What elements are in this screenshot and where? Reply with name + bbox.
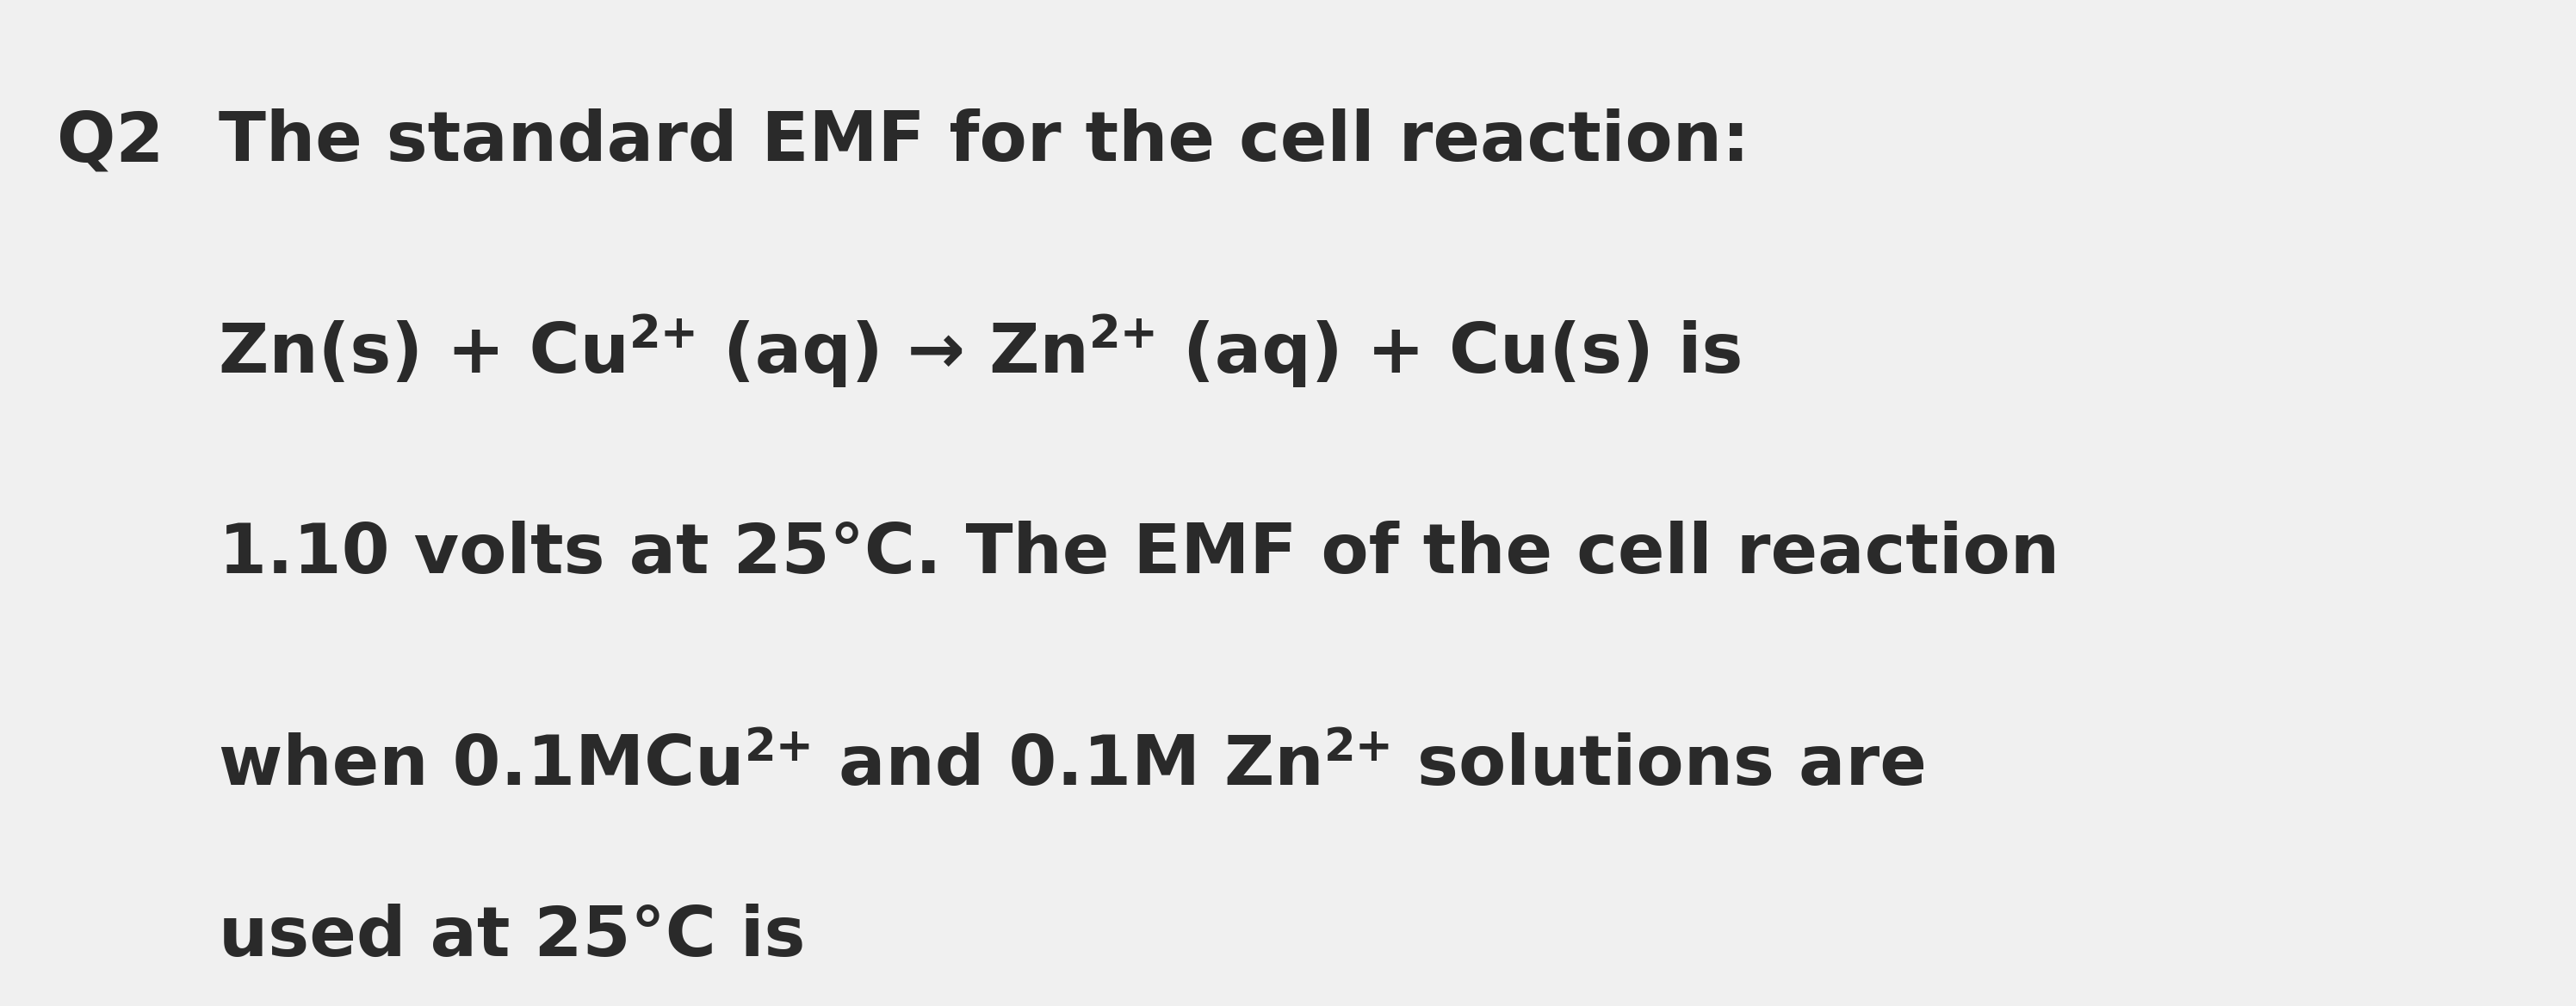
Text: 2+: 2+ [629, 313, 698, 357]
Text: 2+: 2+ [1324, 725, 1394, 770]
Text: The standard EMF for the cell reaction:: The standard EMF for the cell reaction: [219, 109, 1749, 176]
Text: Zn(s) + Cu: Zn(s) + Cu [219, 320, 629, 387]
Text: solutions are: solutions are [1394, 732, 1927, 800]
Text: and 0.1M Zn: and 0.1M Zn [814, 732, 1324, 800]
Text: 2+: 2+ [1090, 313, 1159, 357]
Text: 2+: 2+ [744, 725, 814, 770]
Text: (aq) → Zn: (aq) → Zn [698, 320, 1090, 387]
Text: Q2: Q2 [57, 109, 165, 176]
Text: when 0.1MCu: when 0.1MCu [219, 732, 744, 800]
Text: (aq) + Cu(s) is: (aq) + Cu(s) is [1159, 320, 1744, 387]
Text: 1.10 volts at 25°C. The EMF of the cell reaction: 1.10 volts at 25°C. The EMF of the cell … [219, 521, 2061, 589]
Text: used at 25°C is: used at 25°C is [219, 903, 806, 971]
